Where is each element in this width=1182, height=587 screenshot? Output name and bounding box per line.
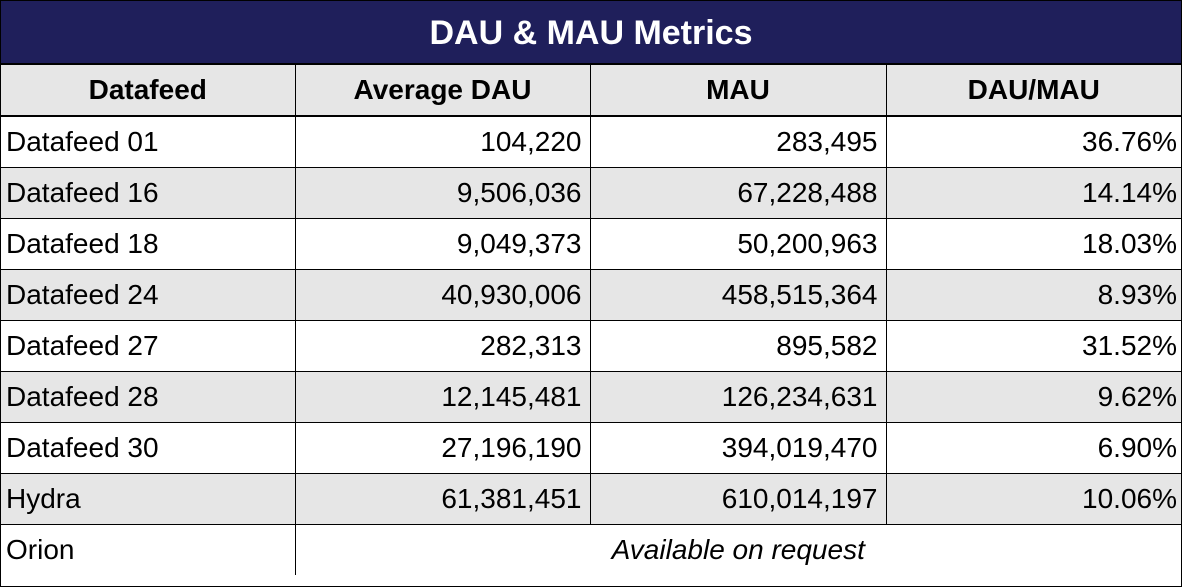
cell-datafeed: Datafeed 24 (1, 268, 296, 321)
cell-average-dau: 27,196,190 (294, 421, 591, 474)
cell-average-dau: 61,381,451 (294, 472, 591, 525)
header-datafeed: Datafeed (1, 65, 296, 117)
cell-average-dau: 12,145,481 (294, 370, 591, 423)
table-row: Datafeed 28 12,145,481 126,234,631 9.62% (1, 370, 1181, 423)
header-dau-mau: DAU/MAU (885, 65, 1181, 117)
cell-mau: 895,582 (589, 319, 887, 372)
cell-datafeed: Datafeed 28 (1, 370, 296, 423)
cell-average-dau: 9,049,373 (294, 217, 591, 270)
cell-datafeed: Hydra (1, 472, 296, 525)
table-row: Datafeed 18 9,049,373 50,200,963 18.03% (1, 217, 1181, 270)
cell-average-dau: 282,313 (294, 319, 591, 372)
cell-dau-mau: 8.93% (885, 268, 1181, 321)
cell-datafeed: Orion (1, 523, 296, 575)
cell-datafeed: Datafeed 27 (1, 319, 296, 372)
table-row: Datafeed 16 9,506,036 67,228,488 14.14% (1, 166, 1181, 219)
table-row-orion: Orion Available on request (1, 523, 1181, 575)
cell-dau-mau: 9.62% (885, 370, 1181, 423)
cell-dau-mau: 10.06% (885, 472, 1181, 525)
header-mau: MAU (589, 65, 887, 117)
cell-datafeed: Datafeed 16 (1, 166, 296, 219)
header-average-dau: Average DAU (294, 65, 591, 117)
table-row: Datafeed 24 40,930,006 458,515,364 8.93% (1, 268, 1181, 321)
cell-average-dau: 9,506,036 (294, 166, 591, 219)
table-row: Datafeed 27 282,313 895,582 31.52% (1, 319, 1181, 372)
cell-dau-mau: 6.90% (885, 421, 1181, 474)
cell-mau: 283,495 (589, 115, 887, 168)
header-row: Datafeed Average DAU MAU DAU/MAU (1, 65, 1181, 117)
cell-mau: 610,014,197 (589, 472, 887, 525)
cell-mau: 50,200,963 (589, 217, 887, 270)
metrics-table: Datafeed Average DAU MAU DAU/MAU Datafee… (1, 65, 1181, 575)
cell-dau-mau: 18.03% (885, 217, 1181, 270)
table-row: Hydra 61,381,451 610,014,197 10.06% (1, 472, 1181, 525)
cell-datafeed: Datafeed 18 (1, 217, 296, 270)
cell-mau: 67,228,488 (589, 166, 887, 219)
cell-dau-mau: 36.76% (885, 115, 1181, 168)
cell-mau: 394,019,470 (589, 421, 887, 474)
cell-datafeed: Datafeed 30 (1, 421, 296, 474)
table-row: Datafeed 30 27,196,190 394,019,470 6.90% (1, 421, 1181, 474)
cell-dau-mau: 31.52% (885, 319, 1181, 372)
cell-dau-mau: 14.14% (885, 166, 1181, 219)
cell-average-dau: 104,220 (294, 115, 591, 168)
table-row: Datafeed 01 104,220 283,495 36.76% (1, 115, 1181, 168)
cell-datafeed: Datafeed 01 (1, 115, 296, 168)
availability-note: Available on request (294, 523, 1181, 575)
cell-mau: 126,234,631 (589, 370, 887, 423)
table-title: DAU & MAU Metrics (1, 1, 1181, 65)
cell-mau: 458,515,364 (589, 268, 887, 321)
cell-average-dau: 40,930,006 (294, 268, 591, 321)
